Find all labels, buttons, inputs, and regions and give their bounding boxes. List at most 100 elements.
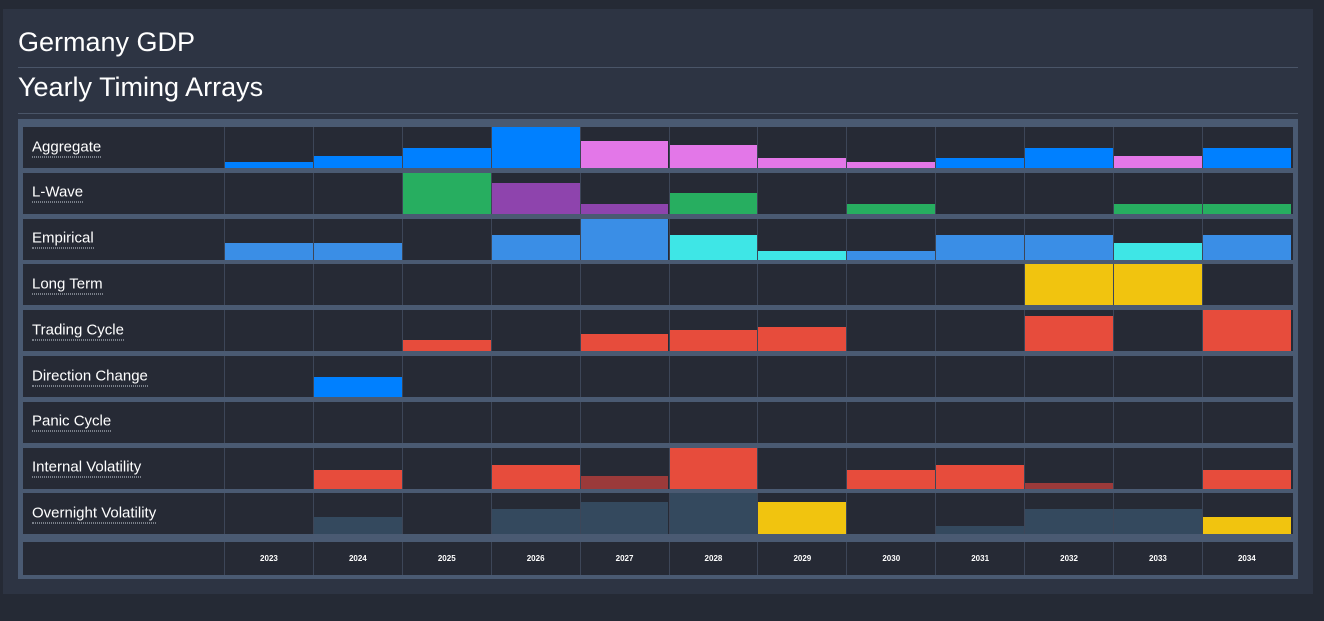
bar-trading-cycle-2027[interactable]: [580, 334, 669, 352]
bar-trading-cycle-2034[interactable]: [1202, 310, 1291, 352]
row-label-l-wave[interactable]: L-Wave: [32, 183, 84, 203]
cell-trading-cycle-2033: [1113, 310, 1202, 352]
bar-internal-volatility-2031[interactable]: [936, 465, 1025, 489]
row-l-wave: L-Wave: [23, 172, 1293, 214]
bar-internal-volatility-2032[interactable]: [1025, 482, 1113, 489]
bar-aggregate-2030[interactable]: [847, 161, 936, 168]
cell-l-wave-2033: [1113, 172, 1202, 214]
bar-long-term-2032[interactable]: [1025, 264, 1113, 306]
cell-direction-change-2027: [579, 356, 669, 397]
cell-internal-volatility-2030: [846, 447, 936, 489]
bar-empirical-2034[interactable]: [1202, 235, 1291, 260]
row-label-empirical[interactable]: Empirical: [32, 229, 94, 249]
bar-internal-volatility-2028[interactable]: [669, 447, 758, 489]
cell-empirical-2028: [668, 218, 758, 260]
cell-trading-cycle-2030: [846, 310, 935, 352]
row-label-direction-change[interactable]: Direction Change: [32, 367, 148, 386]
cell-aggregate-2030: [846, 127, 936, 168]
bar-aggregate-2025[interactable]: [402, 148, 491, 168]
cell-aggregate-2024: [312, 127, 402, 168]
cell-long-term-2033: [1113, 264, 1202, 306]
bar-overnight-volatility-2027[interactable]: [580, 501, 669, 535]
bar-trading-cycle-2028[interactable]: [669, 329, 758, 352]
bar-aggregate-2029[interactable]: [758, 157, 847, 168]
bar-empirical-2031[interactable]: [936, 235, 1025, 260]
bar-direction-change-2024[interactable]: [313, 376, 402, 397]
bar-trading-cycle-2032[interactable]: [1025, 316, 1113, 352]
bar-overnight-volatility-2032[interactable]: [1025, 509, 1113, 535]
row-internal-volatility: Internal Volatility: [23, 447, 1293, 489]
bar-aggregate-2026[interactable]: [491, 127, 580, 168]
cell-panic-cycle-2026: [490, 401, 580, 443]
bar-overnight-volatility-2026[interactable]: [491, 509, 580, 535]
bar-empirical-2026[interactable]: [491, 235, 580, 260]
bar-l-wave-2028[interactable]: [669, 193, 758, 214]
bar-l-wave-2030[interactable]: [847, 203, 936, 214]
bar-empirical-2033[interactable]: [1114, 243, 1202, 260]
cell-trading-cycle-2032: [1024, 310, 1113, 352]
year-axis-cell: 2028: [668, 542, 758, 575]
cell-overnight-volatility-2032: [1024, 493, 1113, 535]
bar-overnight-volatility-2033[interactable]: [1114, 509, 1202, 535]
cell-panic-cycle-2025: [401, 401, 491, 443]
cell-direction-change-2032: [1024, 356, 1113, 397]
cell-long-term-2034: [1201, 264, 1291, 306]
bar-overnight-volatility-2034[interactable]: [1202, 517, 1291, 535]
cell-overnight-volatility-2024: [312, 493, 402, 535]
bar-empirical-2024[interactable]: [313, 243, 402, 260]
bar-internal-volatility-2026[interactable]: [491, 465, 580, 489]
row-label-aggregate[interactable]: Aggregate: [32, 138, 102, 157]
bar-aggregate-2024[interactable]: [313, 155, 402, 168]
cell-overnight-volatility-2029: [757, 493, 847, 535]
cell-empirical-2027: [579, 218, 669, 260]
cell-direction-change-2033: [1113, 356, 1202, 397]
cell-overnight-volatility-2031: [935, 493, 1025, 535]
bar-internal-volatility-2030[interactable]: [847, 470, 936, 489]
row-label-overnight-volatility[interactable]: Overnight Volatility: [32, 504, 157, 524]
bar-aggregate-2033[interactable]: [1114, 155, 1202, 168]
row-trading-cycle: Trading Cycle: [23, 310, 1293, 352]
tick-label-2033: 2033: [1149, 554, 1167, 563]
bar-l-wave-2034[interactable]: [1202, 203, 1291, 214]
bar-aggregate-2032[interactable]: [1025, 148, 1113, 168]
row-label-long-term[interactable]: Long Term: [32, 275, 103, 295]
bar-trading-cycle-2029[interactable]: [758, 326, 847, 352]
bar-overnight-volatility-2028[interactable]: [669, 493, 758, 535]
year-axis-cell: 2030: [846, 542, 935, 575]
cell-overnight-volatility-2030: [846, 493, 935, 535]
bar-l-wave-2026[interactable]: [491, 183, 580, 214]
bar-l-wave-2033[interactable]: [1114, 203, 1202, 214]
bar-overnight-volatility-2024[interactable]: [313, 517, 402, 535]
row-label-trading-cycle[interactable]: Trading Cycle: [32, 321, 124, 341]
bar-aggregate-2028[interactable]: [669, 145, 758, 168]
cell-internal-volatility-2032: [1024, 447, 1113, 489]
bar-aggregate-2034[interactable]: [1202, 148, 1291, 168]
bar-aggregate-2031[interactable]: [936, 157, 1025, 168]
bar-empirical-2027[interactable]: [580, 218, 669, 260]
bar-aggregate-2023[interactable]: [225, 161, 313, 168]
bar-empirical-2023[interactable]: [225, 243, 313, 260]
bar-overnight-volatility-2031[interactable]: [936, 526, 1025, 535]
bar-empirical-2029[interactable]: [758, 251, 847, 260]
row-label-internal-volatility[interactable]: Internal Volatility: [32, 458, 142, 478]
cell-aggregate-2026: [490, 127, 580, 168]
bar-overnight-volatility-2029[interactable]: [758, 501, 847, 535]
bar-trading-cycle-2025[interactable]: [402, 340, 491, 352]
bar-l-wave-2027[interactable]: [580, 203, 669, 214]
bar-l-wave-2025[interactable]: [402, 172, 491, 214]
bar-empirical-2030[interactable]: [847, 251, 936, 260]
bar-internal-volatility-2034[interactable]: [1202, 470, 1291, 489]
cell-direction-change-2026: [490, 356, 580, 397]
cell-aggregate-2028: [668, 127, 758, 168]
year-axis-cell: 2024: [312, 542, 402, 575]
timing-matrix: Aggregate L-Wave Empirical Long Term Trading…: [18, 119, 1298, 579]
bar-long-term-2033[interactable]: [1114, 264, 1202, 306]
bar-internal-volatility-2027[interactable]: [580, 476, 669, 489]
bar-aggregate-2027[interactable]: [580, 141, 669, 168]
bar-internal-volatility-2024[interactable]: [313, 470, 402, 489]
row-label-panic-cycle[interactable]: Panic Cycle: [32, 412, 112, 432]
bar-empirical-2032[interactable]: [1025, 235, 1113, 260]
bar-empirical-2028[interactable]: [669, 235, 758, 260]
cell-l-wave-2034: [1201, 172, 1291, 214]
cell-long-term-2023: [224, 264, 313, 306]
